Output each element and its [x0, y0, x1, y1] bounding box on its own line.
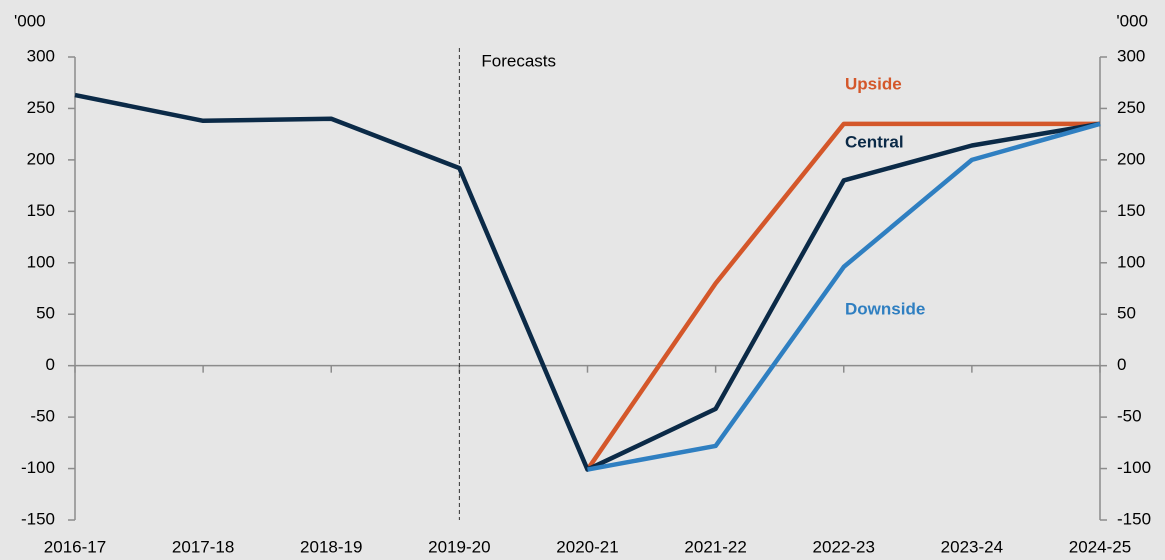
series-label: Downside: [845, 299, 925, 318]
y-tick-label: -100: [21, 458, 55, 477]
y2-tick-label: 50: [1117, 304, 1136, 323]
series-line: [587, 121, 1101, 472]
y2-unit: '000: [1116, 11, 1148, 30]
y2-tick-label: 200: [1117, 149, 1145, 168]
x-tick-label: 2021-22: [684, 537, 746, 556]
y2-tick-label: -150: [1117, 509, 1151, 528]
y-tick-label: -150: [21, 509, 55, 528]
y-tick-label: 0: [46, 355, 55, 374]
y2-tick-label: 250: [1117, 98, 1145, 117]
x-tick-label: 2020-21: [556, 537, 618, 556]
series-line: [585, 121, 1100, 471]
y-tick-label: 250: [27, 98, 55, 117]
y-tick-label: 300: [27, 46, 55, 65]
x-tick-label: 2019-20: [428, 537, 490, 556]
y2-tick-label: 100: [1117, 252, 1145, 271]
y2-tick-label: 300: [1117, 46, 1145, 65]
x-tick-label: 2017-18: [172, 537, 234, 556]
y2-tick-label: -100: [1117, 458, 1151, 477]
annotation: Forecasts: [481, 51, 556, 70]
x-tick-label: 2023-24: [941, 537, 1003, 556]
y2-tick-label: 0: [1117, 355, 1126, 374]
x-tick-label: 2024-25: [1069, 537, 1131, 556]
y-unit: '000: [14, 11, 46, 30]
x-tick-label: 2018-19: [300, 537, 362, 556]
y-tick-label: 150: [27, 201, 55, 220]
series-label: Upside: [845, 74, 902, 93]
x-tick-label: 2022-23: [813, 537, 875, 556]
y2-tick-label: 150: [1117, 201, 1145, 220]
y-tick-label: 50: [36, 304, 55, 323]
y-tick-label: 100: [27, 252, 55, 271]
y2-tick-label: -50: [1117, 407, 1142, 426]
y-tick-label: 200: [27, 149, 55, 168]
y-tick-label: -50: [30, 407, 55, 426]
x-tick-label: 2016-17: [44, 537, 106, 556]
series-label: Central: [845, 132, 904, 151]
series-line: [74, 92, 1101, 472]
